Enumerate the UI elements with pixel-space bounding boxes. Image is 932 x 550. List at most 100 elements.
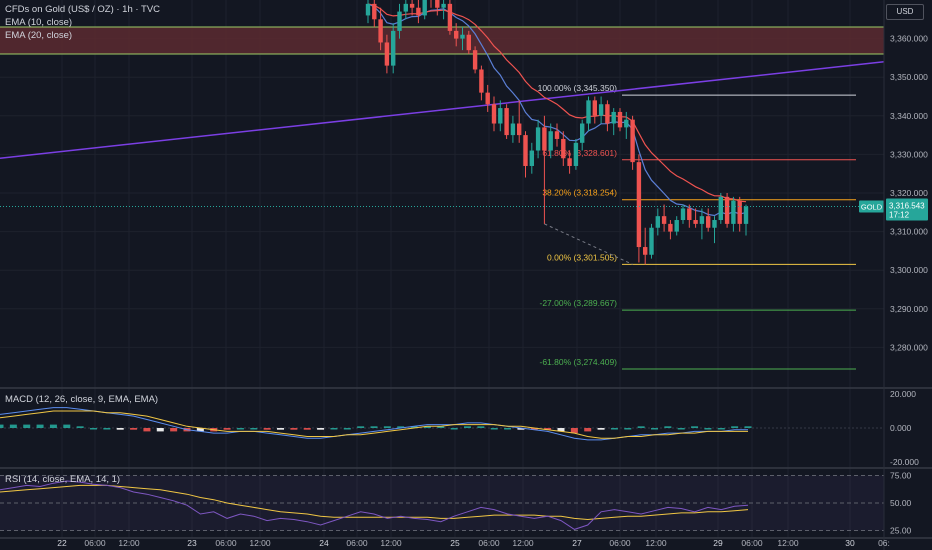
macd-histogram-bar — [156, 428, 164, 432]
macd-histogram-bar — [196, 428, 204, 432]
macd-histogram-bar — [343, 428, 351, 430]
y-tick-label: 3,310.000 — [890, 227, 928, 237]
macd-pane — [0, 407, 884, 441]
rsi-ma-line — [0, 484, 749, 521]
macd-histogram-bar — [116, 428, 124, 430]
macd-histogram-bar — [9, 424, 17, 428]
x-tick-label: 22 — [57, 538, 67, 548]
macd-histogram-bar — [317, 428, 325, 430]
macd-histogram-bar — [597, 428, 605, 430]
candle-body — [422, 0, 427, 16]
candle-body — [731, 200, 736, 224]
macd-histogram-bar — [49, 424, 57, 428]
x-tick-label: 12:00 — [118, 538, 140, 548]
macd-histogram-bar — [90, 428, 97, 430]
x-tick-label: 23 — [187, 538, 197, 548]
candle-body — [655, 216, 660, 228]
candle-body — [384, 42, 390, 66]
candle-body — [435, 0, 440, 8]
x-tick-label: 24 — [319, 538, 329, 548]
candle-body — [454, 30, 459, 39]
candle-body — [460, 34, 465, 39]
rsi-y-tick: 25.00 — [890, 526, 912, 536]
candle-body — [718, 196, 723, 221]
x-tick-label: 25 — [450, 538, 460, 548]
candle-body — [680, 208, 686, 221]
x-tick-label: 12:00 — [512, 538, 534, 548]
macd-histogram-bar — [477, 426, 485, 428]
resistance-zone — [0, 26, 884, 55]
macd-histogram-bar — [250, 428, 258, 430]
macd-histogram-bar — [504, 428, 512, 430]
trendline[interactable] — [0, 61, 885, 160]
macd-legend: MACD (12, 26, close, 9, EMA, EMA) — [5, 394, 159, 405]
candle-body — [687, 208, 692, 221]
currency-button[interactable]: USD — [886, 4, 924, 20]
macd-histogram-bar — [0, 424, 4, 428]
macd-histogram-bar — [410, 426, 418, 428]
candle-body — [441, 3, 446, 8]
rsi-pane — [0, 475, 884, 531]
x-tick-label: 06: — [878, 538, 890, 548]
macd-histogram-bar — [236, 428, 244, 430]
macd-histogram-bar — [677, 428, 685, 430]
y-tick-label: 3,320.000 — [890, 188, 928, 198]
candle-body — [567, 158, 572, 166]
fib-level-label: 61.80% (3,328.601) — [542, 148, 617, 158]
macd-histogram-bar — [303, 428, 311, 430]
x-tick-label: 12:00 — [645, 538, 667, 548]
candle-body — [485, 92, 490, 105]
macd-histogram-bar — [63, 424, 71, 428]
fib-level-label: -61.80% (3,274.409) — [540, 357, 618, 367]
candle-body — [668, 223, 673, 232]
macd-y-tick: -20.000 — [890, 457, 919, 467]
fib-level-label: -27.00% (3,289.667) — [540, 298, 618, 308]
candle-body — [378, 19, 383, 43]
candle-body — [636, 162, 642, 248]
candle-body — [580, 123, 585, 143]
candle-body — [617, 111, 623, 128]
macd-histogram-bar — [731, 426, 739, 428]
candle-body — [561, 138, 566, 159]
candle-body — [743, 206, 749, 224]
macd-histogram-bar — [704, 428, 712, 430]
candle-body — [479, 69, 484, 93]
x-tick-label: 06:00 — [741, 538, 763, 548]
candle-body — [706, 216, 711, 228]
candle-body — [403, 3, 408, 12]
x-tick-label: 12:00 — [777, 538, 799, 548]
candle-body — [510, 123, 516, 136]
candles — [365, 0, 749, 265]
candle-body — [592, 100, 597, 116]
macd-histogram-bar — [357, 426, 365, 428]
macd-histogram-bar — [530, 428, 538, 430]
ema10-legend: EMA (10, close) — [5, 17, 73, 28]
fibonacci-retracement[interactable]: 100.00% (3,345.350) 61.80% (3,328.601) 38.… — [538, 83, 856, 370]
price-tag-value: 3,316.543 — [889, 202, 925, 211]
x-tick-label: 30 — [845, 538, 855, 548]
candle-body — [649, 227, 654, 255]
macd-histogram-bar — [570, 428, 578, 434]
candle-body — [598, 104, 604, 116]
candle-body — [365, 3, 371, 16]
main-title-legend: CFDs on Gold (US$ / OZ) · 1h · TVC — [5, 4, 161, 15]
macd-y-tick: 20.000 — [890, 389, 916, 399]
trendline-line — [0, 61, 885, 160]
candle-body — [447, 3, 453, 31]
macd-histogram-bar — [651, 428, 658, 430]
candle-body — [542, 127, 547, 151]
rsi-legend: RSI (14, close, EMA, 14, 1) — [5, 474, 121, 485]
candle-body — [548, 131, 553, 151]
macd-histogram-bar — [490, 428, 498, 430]
candle-body — [661, 216, 667, 224]
candle-body — [517, 123, 522, 136]
macd-histogram-bar — [744, 426, 752, 428]
macd-histogram-bar — [383, 426, 391, 428]
macd-histogram-bar — [263, 428, 271, 430]
candle-body — [630, 119, 635, 163]
macd-y-tick: 0.000 — [890, 423, 912, 433]
rsi-y-tick: 75.00 — [890, 471, 912, 481]
